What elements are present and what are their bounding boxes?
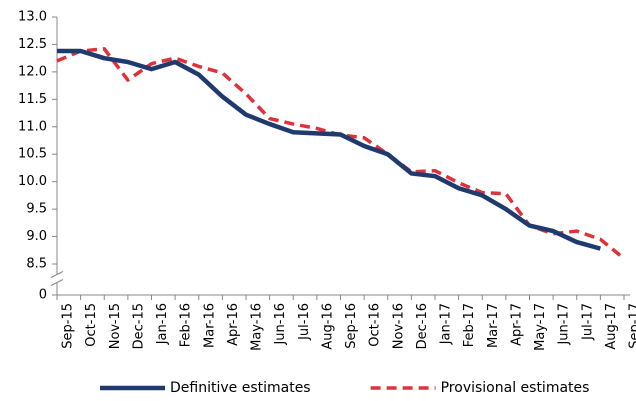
x-tick-label: Jun-17 xyxy=(557,303,572,346)
x-tick-label: Jan-16 xyxy=(155,303,170,345)
x-tick-label: Apr-16 xyxy=(226,303,241,346)
y-tick-label: 8.5 xyxy=(26,257,47,272)
x-tick-label: Feb-17 xyxy=(462,303,477,347)
x-tick-label: Nov-16 xyxy=(391,303,406,349)
x-tick-label: May-17 xyxy=(533,303,548,351)
x-tick-label: Oct-16 xyxy=(368,303,383,347)
y-tick-label: 11.0 xyxy=(18,119,47,134)
x-tick-label: Jun-16 xyxy=(273,303,288,346)
x-tick-label: Dec-16 xyxy=(415,303,430,349)
y-tick-label: 9.5 xyxy=(26,202,47,217)
x-tick-label: Aug-16 xyxy=(320,303,335,350)
legend-label: Provisional estimates xyxy=(441,380,590,396)
x-tick-label: Apr-17 xyxy=(509,303,524,346)
axis-break xyxy=(50,279,64,286)
x-tick-label: Jan-17 xyxy=(439,303,454,345)
legend-label: Definitive estimates xyxy=(170,380,311,396)
x-tick-label: Sep-17 xyxy=(628,303,636,349)
axis-break-gap xyxy=(51,274,63,283)
y-tick-label: 10.5 xyxy=(18,147,47,162)
series-line xyxy=(57,48,601,251)
x-tick-label: Aug-17 xyxy=(604,303,619,350)
y-tick-label: 12.5 xyxy=(18,37,47,52)
x-tick-label: Nov-15 xyxy=(108,303,123,349)
axis-break xyxy=(50,271,64,278)
y-tick-label: 10.0 xyxy=(18,174,47,189)
y-tick-label: 12.0 xyxy=(18,64,47,79)
x-tick-label: Sep-16 xyxy=(344,303,359,349)
x-tick-label: Sep-15 xyxy=(61,303,76,349)
y-tick-label: 0 xyxy=(39,288,47,303)
x-tick-label: Jul-16 xyxy=(297,303,312,341)
x-tick-label: Mar-17 xyxy=(486,303,501,348)
x-tick-label: May-16 xyxy=(250,303,265,351)
x-tick-label: Feb-16 xyxy=(179,303,194,347)
y-tick-label: 13.0 xyxy=(18,10,47,25)
x-tick-label: Jul-17 xyxy=(580,303,595,341)
x-tick-label: Oct-15 xyxy=(84,303,99,347)
x-tick-label: Mar-16 xyxy=(202,303,217,348)
x-tick-label: Dec-15 xyxy=(131,303,146,349)
y-tick-label: 9.0 xyxy=(26,229,47,244)
y-tick-label: 11.5 xyxy=(18,92,47,107)
